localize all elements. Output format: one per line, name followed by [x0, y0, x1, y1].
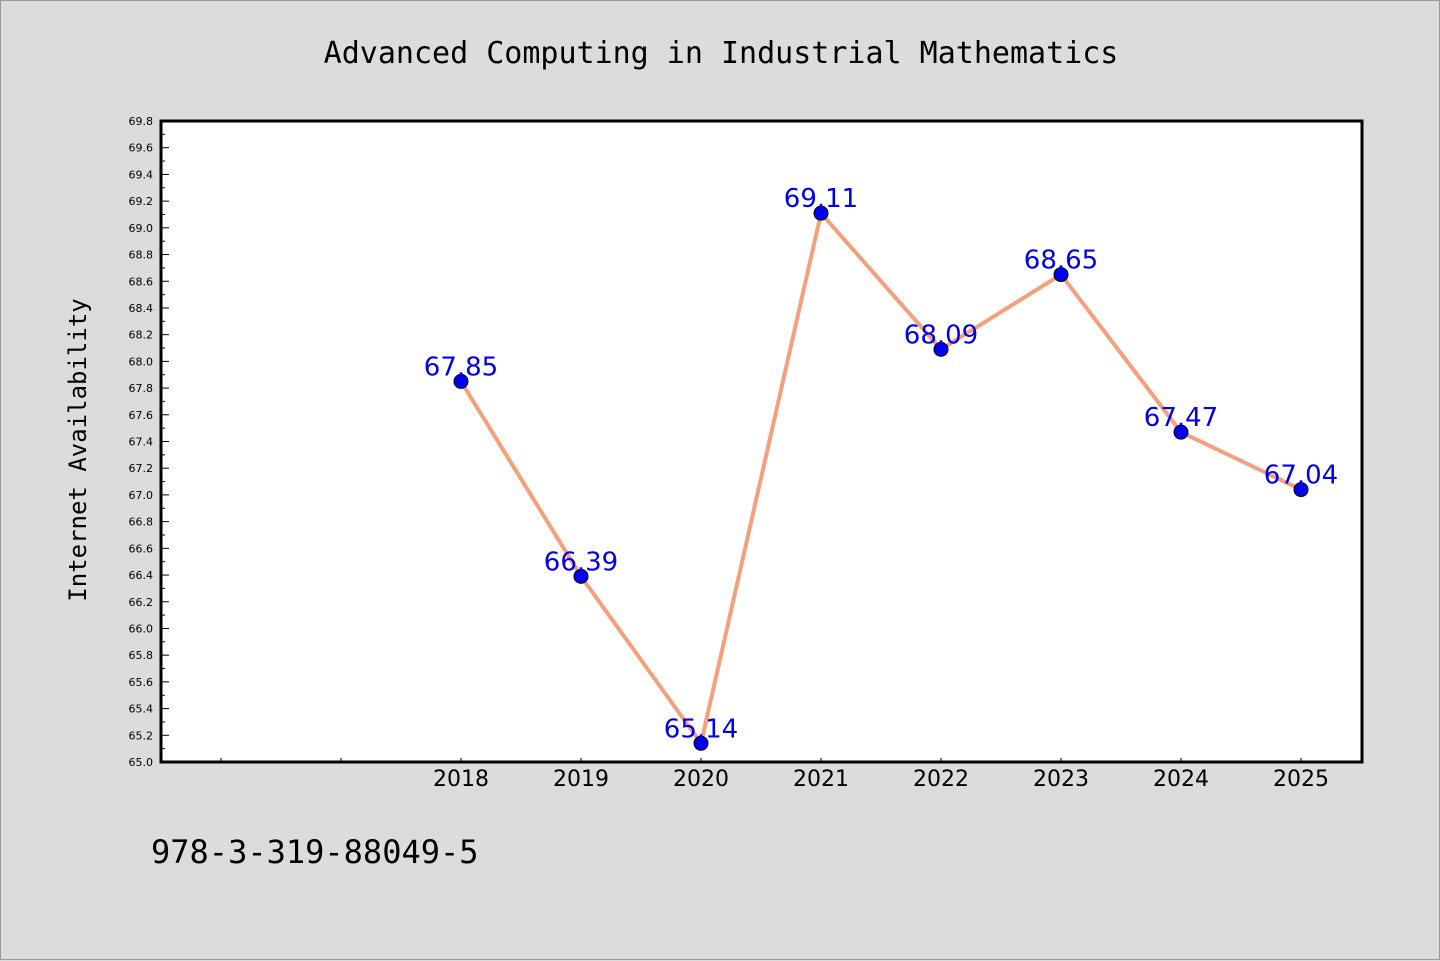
- y-tick-label: 68.4: [129, 302, 154, 315]
- x-tick-label: 2019: [553, 767, 609, 792]
- y-tick-label: 67.6: [129, 409, 154, 422]
- data-label: 67.85: [424, 352, 498, 382]
- data-label: 69.11: [784, 184, 858, 214]
- x-tick-label: 2020: [673, 767, 729, 792]
- isbn-text: 978-3-319-88049-5: [151, 833, 479, 871]
- plot-area: [159, 119, 1364, 764]
- chart-title: Advanced Computing in Industrial Mathema…: [324, 36, 1119, 71]
- y-tick-label: 66.8: [129, 516, 154, 529]
- y-tick-label: 65.4: [129, 703, 154, 716]
- data-label: 68.65: [1024, 246, 1098, 276]
- data-point: [933, 341, 949, 357]
- data-point: [693, 735, 709, 751]
- data-label: 66.39: [544, 547, 618, 577]
- x-tick-label: 2018: [433, 767, 489, 792]
- y-tick-label: 65.6: [129, 676, 154, 689]
- y-tick-label: 65.0: [129, 756, 154, 769]
- y-tick-label: 68.2: [129, 329, 154, 342]
- data-point: [453, 373, 469, 389]
- series-line-group: [459, 211, 1302, 746]
- y-tick-label: 67.0: [129, 489, 154, 502]
- y-tick-label: 69.6: [129, 142, 154, 155]
- y-tick-label: 69.4: [129, 168, 154, 181]
- y-tick-label: 65.2: [129, 729, 154, 742]
- data-point: [573, 568, 589, 584]
- y-tick-label: 68.6: [129, 275, 154, 288]
- x-axis: 2018 2019 2020 2021 2022 2023 2024 2025: [220, 758, 1329, 792]
- y-tick-label: 66.2: [129, 596, 154, 609]
- y-axis-label: Internet Availability: [64, 298, 92, 601]
- x-tick-label: 2024: [1153, 767, 1209, 792]
- x-tick-label: 2023: [1033, 767, 1089, 792]
- data-label: 65.14: [664, 714, 738, 744]
- y-tick-label: 68.8: [129, 249, 154, 262]
- x-tick-label: 2022: [913, 767, 969, 792]
- y-tick-label: 65.8: [129, 649, 154, 662]
- data-point: [1293, 482, 1309, 498]
- data-label: 68.09: [904, 320, 978, 350]
- data-label: 67.47: [1144, 403, 1218, 433]
- y-tick-label: 69.0: [129, 222, 154, 235]
- data-labels: 67.85 66.39 65.14 69.11 68.09 68.65 67.47 67.04: [424, 184, 1338, 744]
- data-point: [813, 205, 829, 221]
- y-axis: 65.0 65.2 65.4 65.6 65.8 66.0 66.2 66.4 66.6 66.8…: [129, 115, 169, 769]
- y-tick-label: 66.6: [129, 542, 154, 555]
- y-tick-label: 67.4: [129, 436, 154, 449]
- y-tick-label: 67.8: [129, 382, 154, 395]
- y-tick-label: 68.0: [129, 355, 154, 368]
- data-point: [1173, 424, 1189, 440]
- data-label: 67.04: [1264, 461, 1338, 491]
- y-tick-label: 67.2: [129, 462, 154, 475]
- x-tick-label: 2025: [1273, 767, 1329, 792]
- y-tick-label: 69.8: [129, 115, 154, 128]
- y-tick-label: 66.0: [129, 622, 154, 635]
- y-tick-label: 69.2: [129, 195, 154, 208]
- y-tick-label: 66.4: [129, 569, 154, 582]
- data-point: [1053, 267, 1069, 283]
- data-markers: [453, 205, 1309, 751]
- x-tick-label: 2021: [793, 767, 849, 792]
- series-line: [459, 211, 1302, 746]
